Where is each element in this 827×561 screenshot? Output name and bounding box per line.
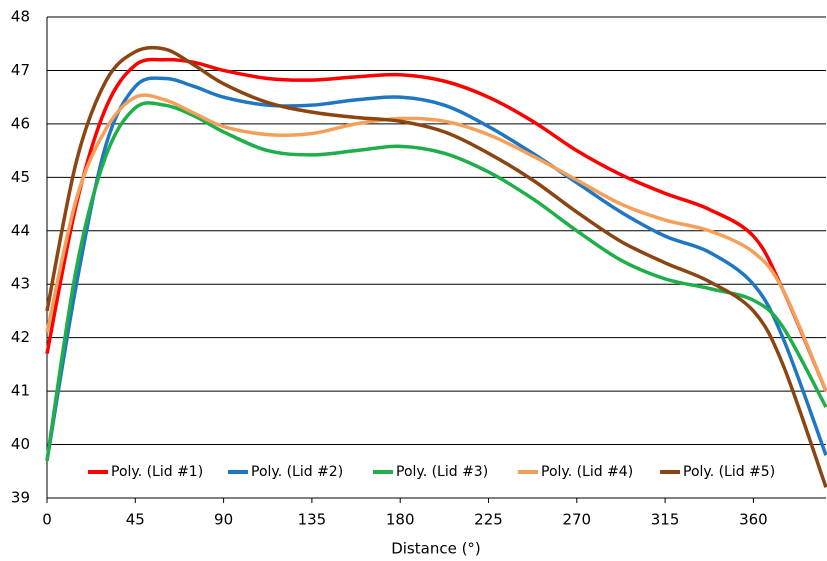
x-tick-label: 45	[126, 511, 145, 529]
y-tick-label: 44	[11, 221, 30, 239]
x-tick-label: 225	[474, 511, 503, 529]
series-line	[45, 93, 827, 392]
y-tick-label: 45	[11, 168, 30, 186]
x-tick-label: 360	[739, 511, 768, 529]
y-tick-label: 48	[11, 8, 30, 26]
x-tick-label: 90	[214, 511, 233, 529]
x-tick-label: 315	[651, 511, 680, 529]
legend-text: Poly. (Lid #3)	[396, 464, 488, 480]
x-axis-title: Distance (°)	[391, 540, 481, 558]
legend-text: Poly. (Lid #5)	[683, 464, 775, 480]
y-tick-label: 41	[11, 382, 30, 400]
series-line	[45, 76, 827, 461]
y-tick-label: 42	[11, 328, 30, 346]
y-tick-label: 43	[11, 275, 30, 293]
y-tick-label: 46	[11, 114, 30, 132]
x-tick-label: 270	[562, 511, 591, 529]
x-tick-label: 0	[42, 511, 52, 529]
x-tick-label: 135	[298, 511, 327, 529]
series-line	[45, 57, 827, 392]
legend-text: Poly. (Lid #1)	[111, 464, 203, 480]
y-tick-label: 40	[11, 435, 30, 453]
series-line	[45, 45, 827, 488]
x-tick-label: 180	[386, 511, 415, 529]
legend-text: Poly. (Lid #2)	[251, 464, 343, 480]
y-tick-label: 39	[11, 489, 30, 507]
y-tick-label: 47	[11, 61, 30, 79]
legend-text: Poly. (Lid #4)	[541, 464, 633, 480]
series-line	[45, 101, 827, 461]
